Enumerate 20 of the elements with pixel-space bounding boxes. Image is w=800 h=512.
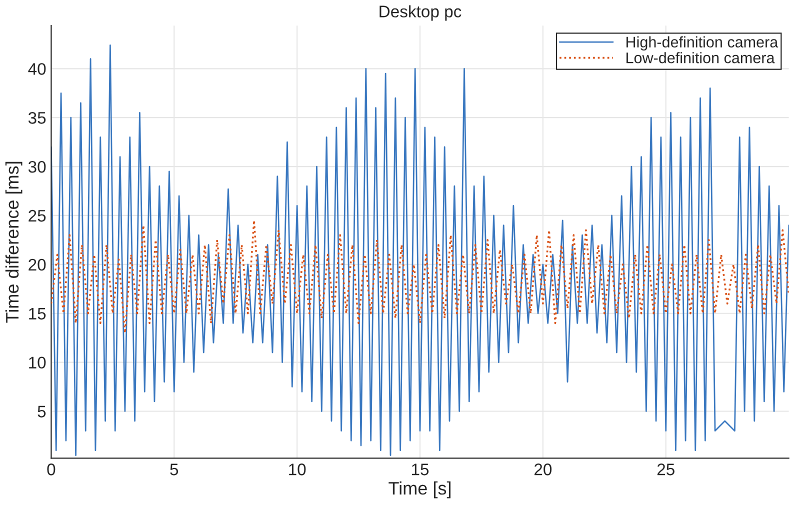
legend-label: Low-definition camera	[626, 52, 775, 64]
x-axis-title: Time [s]	[388, 481, 450, 498]
y-tick-label: 15	[29, 308, 46, 320]
x-tick-label: 25	[657, 464, 674, 476]
legend-label: High-definition camera	[626, 36, 778, 51]
y-tick-label: 40	[28, 63, 46, 75]
x-tick-label: 20	[534, 464, 552, 476]
chart-title: Desktop pc	[380, 5, 462, 21]
x-tick-label: 10	[289, 464, 306, 476]
x-tick-label: 0	[47, 464, 56, 476]
y-tick-label: 10	[29, 356, 46, 369]
y-tick-label: 25	[28, 210, 46, 222]
x-tick-label: 5	[170, 464, 178, 476]
y-axis-title: Time difference [ms]	[5, 162, 22, 323]
y-tick-label: 30	[28, 160, 46, 173]
y-tick-label: 35	[28, 112, 46, 124]
y-tick-label: 5	[38, 406, 46, 418]
y-tick-label: 20	[28, 258, 46, 271]
line-series	[51, 219, 789, 334]
x-tick-label: 15	[412, 464, 429, 476]
